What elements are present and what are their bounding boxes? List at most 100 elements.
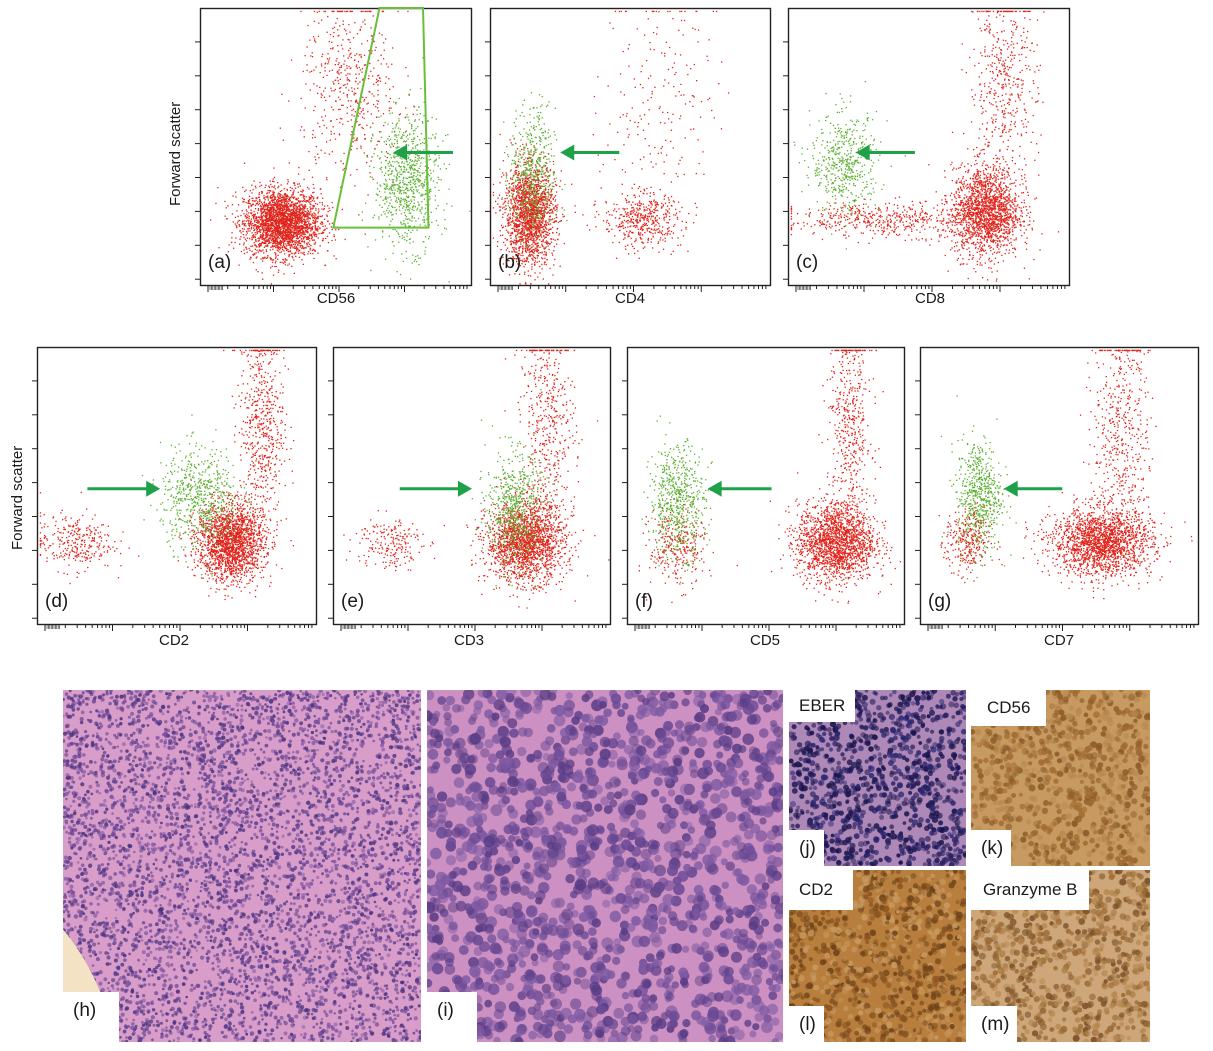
event-dot [400,166,402,168]
event-dot [285,211,287,213]
event-dot [418,119,420,121]
event-dot [270,216,272,219]
event-dot [270,217,272,219]
event-dot [534,279,536,281]
event-dot [371,93,373,95]
event-dot [514,169,517,172]
event-dot [341,10,343,13]
event-dot [506,218,508,220]
event-dot [533,169,535,171]
event-dot [369,127,372,129]
event-dot [526,213,529,215]
event-dot [316,229,318,231]
event-dot [312,222,315,224]
event-dot [297,233,299,235]
event-dot [241,221,244,223]
event-dot [238,264,240,266]
event-dot [289,226,291,228]
event-dot [299,185,301,187]
event-dot [341,118,343,120]
event-dot [286,223,288,225]
event-dot [301,233,304,235]
event-dot [297,216,299,218]
event-dot [543,216,545,218]
event-dot [302,247,304,249]
event-dot [279,261,281,263]
event-dot [556,243,558,245]
event-dot [345,10,348,13]
event-dot [335,229,337,231]
event-dot [524,260,526,263]
event-dot [244,238,247,240]
event-dot [232,221,234,223]
event-dot [269,207,271,209]
event-dot [296,198,298,200]
event-dot [303,208,306,210]
event-dot [294,225,296,227]
event-dot [254,228,256,231]
event-dot [305,200,307,202]
event-dot [258,222,260,224]
event-dot [286,195,288,197]
event-dot [298,222,301,224]
event-dot [405,67,407,69]
event-dot [245,246,247,248]
event-dot [393,183,395,185]
event-dot [344,84,346,86]
event-dot [267,197,269,199]
event-dot [515,208,517,210]
event-dot [437,204,439,207]
event-dot [257,251,259,253]
event-dot [365,202,367,204]
event-dot [271,186,273,188]
event-dot [405,130,408,132]
event-dot [375,81,377,84]
event-dot [335,22,337,24]
event-dot [339,66,341,69]
event-dot [408,153,411,156]
event-dot [312,216,314,218]
event-dot [238,204,240,206]
event-dot [255,228,258,230]
event-dot [274,236,276,238]
event-dot [291,220,293,223]
event-dot [388,135,390,138]
event-dot [262,207,264,209]
event-dot [423,101,425,103]
event-dot [271,245,274,247]
event-dot [253,229,255,232]
event-dot [542,219,544,221]
event-dot [301,208,303,210]
event-dot [312,225,314,228]
event-dot [298,200,300,202]
event-dot [544,179,546,181]
event-dot [406,168,408,170]
event-dot [386,188,388,190]
event-dot [244,190,246,193]
event-dot [305,224,307,226]
event-dot [330,87,332,89]
event-dot [414,185,417,188]
event-dot [240,236,242,238]
event-dot [549,183,551,185]
event-dot [521,190,524,192]
event-dot [363,100,365,102]
event-dot [527,201,529,204]
event-dot [382,10,385,13]
event-dot [263,202,265,204]
event-dot [345,87,347,89]
event-dot [278,220,280,222]
event-dot [250,218,252,220]
event-dot [332,35,334,38]
event-dot [410,189,413,191]
event-dot [395,101,397,104]
event-dot [393,193,395,195]
event-dot [289,197,292,199]
event-dot [509,213,511,215]
event-dot [291,211,293,214]
event-dot [276,215,278,217]
event-dot [301,240,303,242]
event-dot [264,240,267,242]
event-dot [291,239,293,241]
event-dot [359,29,361,31]
